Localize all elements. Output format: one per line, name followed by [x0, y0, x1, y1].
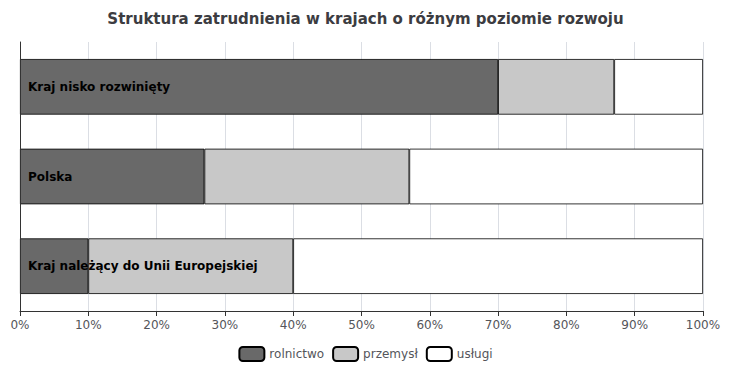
svg-text:Struktura zatrudnienia w kraja: Struktura zatrudnienia w krajach o różny…: [107, 10, 623, 28]
svg-text:usługi: usługi: [457, 347, 493, 361]
svg-text:20%: 20%: [143, 318, 170, 332]
svg-text:0%: 0%: [10, 318, 29, 332]
svg-text:50%: 50%: [348, 318, 375, 332]
svg-text:90%: 90%: [621, 318, 648, 332]
svg-text:Kraj należący do Unii Europejs: Kraj należący do Unii Europejskiej: [28, 259, 258, 273]
svg-text:100%: 100%: [686, 318, 720, 332]
svg-text:40%: 40%: [280, 318, 307, 332]
svg-text:rolnictwo: rolnictwo: [269, 347, 324, 361]
svg-text:przemysł: przemysł: [363, 347, 418, 361]
svg-text:70%: 70%: [485, 318, 512, 332]
svg-text:10%: 10%: [75, 318, 102, 332]
svg-text:Polska: Polska: [28, 170, 72, 184]
svg-text:60%: 60%: [416, 318, 443, 332]
svg-text:Kraj nisko rozwinięty: Kraj nisko rozwinięty: [28, 80, 170, 94]
svg-text:30%: 30%: [212, 318, 239, 332]
svg-text:80%: 80%: [553, 318, 580, 332]
